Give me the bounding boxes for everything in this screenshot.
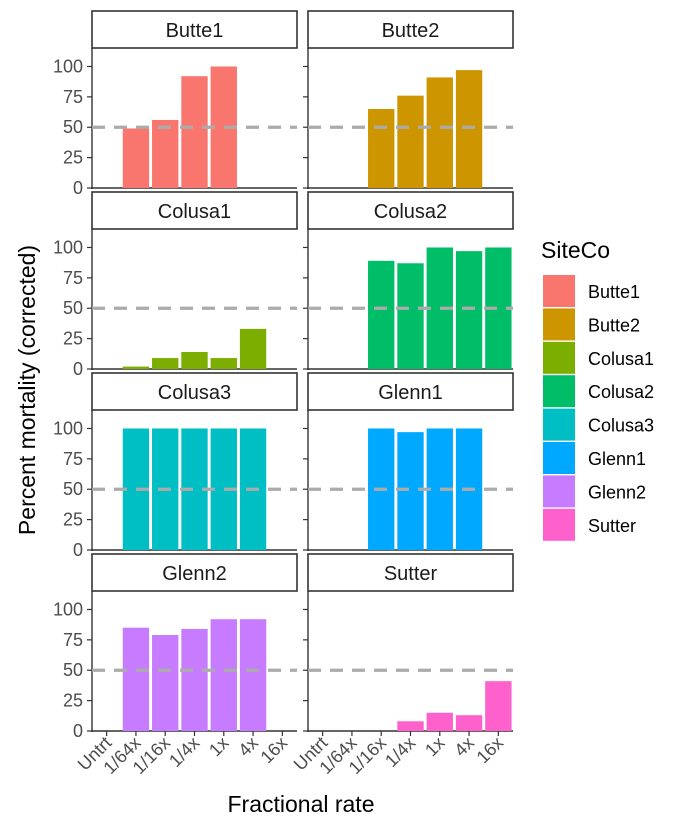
legend-key-glenn2: [543, 475, 575, 508]
y-tick-label: 50: [63, 660, 83, 680]
y-tick-label: 25: [63, 329, 83, 349]
y-tick-label: 0: [73, 540, 83, 560]
legend-label-sutter: Sutter: [588, 516, 636, 536]
facet-glenn1: Glenn1: [303, 372, 514, 551]
y-tick-label: 100: [53, 599, 83, 619]
legend-key-butte1: [543, 275, 575, 307]
y-tick-label: 25: [63, 148, 83, 168]
x-tick-label: 16x: [473, 733, 508, 768]
y-axis-title: Percent mortality (corrected): [14, 245, 40, 535]
facet-strip-label: Colusa2: [374, 201, 447, 223]
bar-colusa2-1-4x: [397, 263, 424, 369]
bar-glenn2-4x: [239, 619, 267, 731]
legend-label-butte2: Butte2: [588, 315, 640, 335]
y-tick-label: 75: [63, 87, 83, 107]
x-tick-label: 16x: [257, 733, 292, 768]
facet-strip: [91, 10, 298, 49]
bar-sutter-4x: [455, 715, 483, 731]
facet-colusa2: Colusa2: [303, 191, 514, 370]
y-tick-label: 50: [63, 298, 83, 318]
x-tick-label: 1x: [205, 733, 233, 761]
bar-glenn2-1-16x: [152, 634, 179, 731]
y-tick-label: 0: [73, 359, 83, 379]
facet-strip-label: Butte1: [166, 20, 224, 42]
bar-colusa1-1-64x: [122, 366, 150, 369]
facet-strip: [91, 372, 298, 411]
bar-colusa1-1-16x: [152, 358, 179, 369]
bar-butte2-1-16x: [368, 109, 395, 188]
x-tick-label: 1/4x: [165, 733, 203, 771]
legend-key-colusa1: [543, 341, 575, 374]
y-tick-label: 75: [63, 268, 83, 288]
facet-strip-label: Glenn1: [378, 382, 443, 404]
bar-glenn2-1-4x: [181, 628, 208, 731]
bar-colusa1-4x: [239, 328, 267, 369]
facet-colusa3: Colusa3 0 25 50 75 100: [53, 372, 298, 560]
y-tick-label: 100: [53, 56, 83, 76]
facet-strip: [91, 553, 298, 592]
y-tick-label: 0: [73, 721, 83, 741]
bar-butte1-1-4x: [181, 76, 208, 188]
bar-colusa2-1-16x: [368, 260, 395, 369]
bar-sutter-1x: [426, 712, 453, 731]
bar-butte2-1x: [426, 77, 453, 188]
y-tick-label: 50: [63, 479, 83, 499]
legend-label-colusa2: Colusa2: [588, 382, 654, 402]
bar-butte2-4x: [455, 70, 483, 188]
y-tick-label: 100: [53, 418, 83, 438]
y-tick-label: 100: [53, 237, 83, 257]
legend-key-sutter: [543, 508, 575, 541]
facet-panels: Butte10255075100Butte2Colusa10255075100C…: [53, 10, 514, 778]
bar-sutter-1-4x: [397, 721, 424, 731]
facet-strip: [307, 553, 514, 592]
legend-key-colusa2: [543, 375, 575, 408]
y-tick-label: 75: [63, 630, 83, 650]
facet-butte1: Butte1 0 25 50 75 100: [53, 10, 298, 198]
facet-strip-label: Colusa3: [158, 382, 231, 404]
bar-glenn2-1x: [210, 619, 237, 731]
legend-label-colusa1: Colusa1: [588, 349, 654, 369]
legend-key-glenn1: [543, 442, 575, 474]
bar-butte1-1-16x: [152, 119, 179, 188]
x-tick-label: 1x: [421, 733, 449, 761]
bar-butte1-1-64x: [122, 128, 150, 188]
facet-colusa1: Colusa1 0 25 50 75 100: [53, 191, 298, 379]
bar-butte2-1-4x: [397, 95, 424, 188]
bar-glenn2-1-64x: [122, 627, 150, 731]
facet-strip: [91, 191, 298, 230]
facet-strip-label: Colusa1: [158, 201, 231, 223]
facet-strip: [307, 191, 514, 230]
y-tick-label: 25: [63, 510, 83, 530]
facet-strip-label: Butte2: [382, 20, 440, 42]
y-tick-label: 0: [73, 178, 83, 198]
facet-strip: [307, 372, 514, 411]
bar-colusa1-1-4x: [181, 351, 208, 369]
legend-key-colusa3: [543, 408, 575, 441]
legend-label-butte1: Butte1: [588, 282, 640, 302]
legend-label-colusa3: Colusa3: [588, 416, 654, 436]
legend: Butte1 Butte2 Colusa1 Colusa2 Colusa3 Glenn1 G…: [543, 275, 654, 541]
x-tick-label: 1/4x: [381, 733, 419, 771]
legend-label-glenn1: Glenn1: [588, 449, 646, 469]
y-tick-label: 25: [63, 691, 83, 711]
legend-key-butte2: [543, 308, 575, 341]
legend-label-glenn2: Glenn2: [588, 482, 646, 502]
x-tick-label: 4x: [234, 733, 262, 761]
facet-butte2: Butte2: [303, 10, 514, 189]
bar-colusa2-4x: [455, 251, 483, 369]
bar-colusa1-1x: [210, 358, 237, 369]
y-tick-label: 75: [63, 449, 83, 469]
facet-strip-label: Sutter: [384, 563, 438, 585]
x-tick-label: 4x: [450, 733, 478, 761]
bar-sutter-16x: [485, 681, 512, 731]
facet-strip: [307, 10, 514, 49]
facet-strip-label: Glenn2: [162, 563, 227, 585]
y-tick-label: 50: [63, 117, 83, 137]
x-axis-title: Fractional rate: [227, 791, 374, 817]
bar-glenn1-1-4x: [397, 432, 424, 550]
legend-title: SiteCo: [541, 237, 610, 263]
